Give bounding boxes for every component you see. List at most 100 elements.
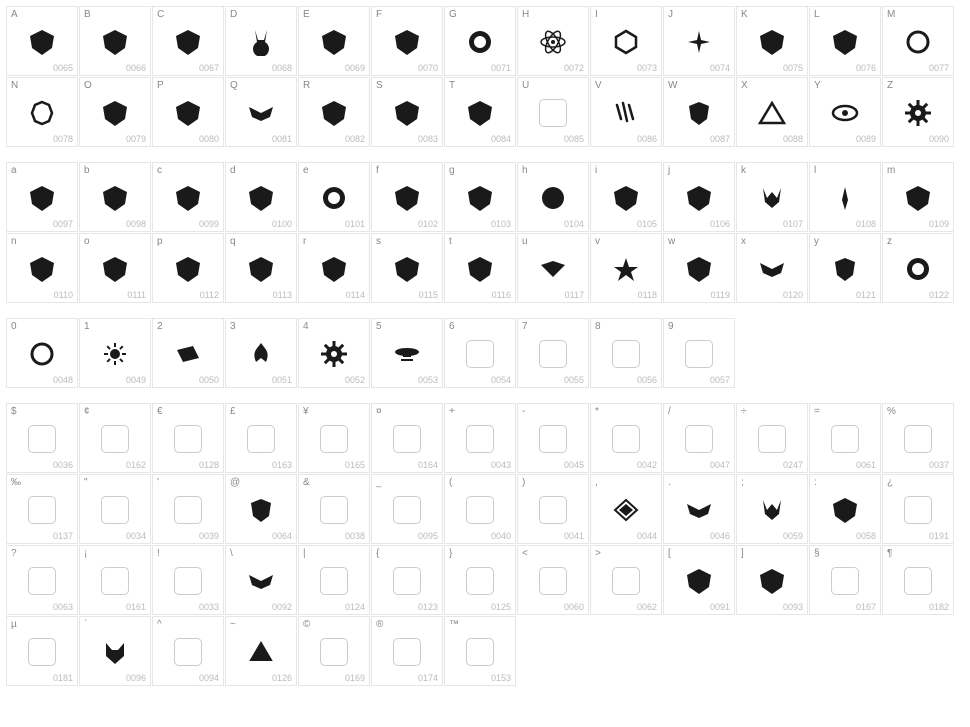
glyph-cell[interactable]: k0107 <box>736 162 808 232</box>
glyph-cell[interactable]: -0045 <box>517 403 589 473</box>
glyph-cell[interactable]: 10049 <box>79 318 151 388</box>
glyph-cell[interactable]: §0167 <box>809 545 881 615</box>
glyph-cell[interactable]: L0076 <box>809 6 881 76</box>
glyph-cell[interactable]: t0116 <box>444 233 516 303</box>
glyph-cell[interactable]: 70055 <box>517 318 589 388</box>
glyph-cell[interactable]: ®0174 <box>371 616 443 686</box>
glyph-cell[interactable]: .0046 <box>663 474 735 544</box>
glyph-cell[interactable]: u0117 <box>517 233 589 303</box>
glyph-cell[interactable]: 60054 <box>444 318 516 388</box>
glyph-cell[interactable]: n0110 <box>6 233 78 303</box>
glyph-cell[interactable]: ™0153 <box>444 616 516 686</box>
glyph-cell[interactable]: ©0169 <box>298 616 370 686</box>
glyph-cell[interactable]: N0078 <box>6 77 78 147</box>
glyph-cell[interactable]: p0112 <box>152 233 224 303</box>
glyph-cell[interactable]: /0047 <box>663 403 735 473</box>
glyph-cell[interactable]: j0106 <box>663 162 735 232</box>
glyph-cell[interactable]: $0036 <box>6 403 78 473</box>
glyph-cell[interactable]: '0039 <box>152 474 224 544</box>
glyph-cell[interactable]: @0064 <box>225 474 297 544</box>
glyph-cell[interactable]: ?0063 <box>6 545 78 615</box>
glyph-cell[interactable]: )0041 <box>517 474 589 544</box>
glyph-cell[interactable]: i0105 <box>590 162 662 232</box>
glyph-cell[interactable]: (0040 <box>444 474 516 544</box>
glyph-cell[interactable]: €0128 <box>152 403 224 473</box>
glyph-cell[interactable]: b0098 <box>79 162 151 232</box>
glyph-cell[interactable]: |0124 <box>298 545 370 615</box>
glyph-cell[interactable]: W0087 <box>663 77 735 147</box>
glyph-cell[interactable]: :0058 <box>809 474 881 544</box>
glyph-cell[interactable]: ;0059 <box>736 474 808 544</box>
glyph-cell[interactable]: Y0089 <box>809 77 881 147</box>
glyph-cell[interactable]: ~0126 <box>225 616 297 686</box>
glyph-cell[interactable]: y0121 <box>809 233 881 303</box>
glyph-cell[interactable]: ‰0137 <box>6 474 78 544</box>
glyph-cell[interactable]: D0068 <box>225 6 297 76</box>
glyph-cell[interactable]: *0042 <box>590 403 662 473</box>
glyph-cell[interactable]: O0079 <box>79 77 151 147</box>
glyph-cell[interactable]: 40052 <box>298 318 370 388</box>
glyph-cell[interactable]: h0104 <box>517 162 589 232</box>
glyph-cell[interactable]: B0066 <box>79 6 151 76</box>
glyph-cell[interactable]: A0065 <box>6 6 78 76</box>
glyph-cell[interactable]: ¢0162 <box>79 403 151 473</box>
glyph-cell[interactable]: g0103 <box>444 162 516 232</box>
glyph-cell[interactable]: }0125 <box>444 545 516 615</box>
glyph-cell[interactable]: I0073 <box>590 6 662 76</box>
glyph-cell[interactable]: `0096 <box>79 616 151 686</box>
glyph-cell[interactable]: w0119 <box>663 233 735 303</box>
glyph-cell[interactable]: ¡0161 <box>79 545 151 615</box>
glyph-cell[interactable]: H0072 <box>517 6 589 76</box>
glyph-cell[interactable]: V0086 <box>590 77 662 147</box>
glyph-cell[interactable]: ¶0182 <box>882 545 954 615</box>
glyph-cell[interactable]: [0091 <box>663 545 735 615</box>
glyph-cell[interactable]: ÷0247 <box>736 403 808 473</box>
glyph-cell[interactable]: £0163 <box>225 403 297 473</box>
glyph-cell[interactable]: ¿0191 <box>882 474 954 544</box>
glyph-cell[interactable]: >0062 <box>590 545 662 615</box>
glyph-cell[interactable]: C0067 <box>152 6 224 76</box>
glyph-cell[interactable]: <0060 <box>517 545 589 615</box>
glyph-cell[interactable]: J0074 <box>663 6 735 76</box>
glyph-cell[interactable]: Q0081 <box>225 77 297 147</box>
glyph-cell[interactable]: 00048 <box>6 318 78 388</box>
glyph-cell[interactable]: s0115 <box>371 233 443 303</box>
glyph-cell[interactable]: ¥0165 <box>298 403 370 473</box>
glyph-cell[interactable]: P0080 <box>152 77 224 147</box>
glyph-cell[interactable]: {0123 <box>371 545 443 615</box>
glyph-cell[interactable]: z0122 <box>882 233 954 303</box>
glyph-cell[interactable]: 20050 <box>152 318 224 388</box>
glyph-cell[interactable]: 50053 <box>371 318 443 388</box>
glyph-cell[interactable]: 80056 <box>590 318 662 388</box>
glyph-cell[interactable]: ,0044 <box>590 474 662 544</box>
glyph-cell[interactable]: G0071 <box>444 6 516 76</box>
glyph-cell[interactable]: \0092 <box>225 545 297 615</box>
glyph-cell[interactable]: T0084 <box>444 77 516 147</box>
glyph-cell[interactable]: !0033 <box>152 545 224 615</box>
glyph-cell[interactable]: a0097 <box>6 162 78 232</box>
glyph-cell[interactable]: ¤0164 <box>371 403 443 473</box>
glyph-cell[interactable]: K0075 <box>736 6 808 76</box>
glyph-cell[interactable]: +0043 <box>444 403 516 473</box>
glyph-cell[interactable]: =0061 <box>809 403 881 473</box>
glyph-cell[interactable]: X0088 <box>736 77 808 147</box>
glyph-cell[interactable]: 30051 <box>225 318 297 388</box>
glyph-cell[interactable]: r0114 <box>298 233 370 303</box>
glyph-cell[interactable]: ]0093 <box>736 545 808 615</box>
glyph-cell[interactable]: e0101 <box>298 162 370 232</box>
glyph-cell[interactable]: v0118 <box>590 233 662 303</box>
glyph-cell[interactable]: l0108 <box>809 162 881 232</box>
glyph-cell[interactable]: _0095 <box>371 474 443 544</box>
glyph-cell[interactable]: &0038 <box>298 474 370 544</box>
glyph-cell[interactable]: 90057 <box>663 318 735 388</box>
glyph-cell[interactable]: S0083 <box>371 77 443 147</box>
glyph-cell[interactable]: f0102 <box>371 162 443 232</box>
glyph-cell[interactable]: E0069 <box>298 6 370 76</box>
glyph-cell[interactable]: d0100 <box>225 162 297 232</box>
glyph-cell[interactable]: Z0090 <box>882 77 954 147</box>
glyph-cell[interactable]: F0070 <box>371 6 443 76</box>
glyph-cell[interactable]: c0099 <box>152 162 224 232</box>
glyph-cell[interactable]: q0113 <box>225 233 297 303</box>
glyph-cell[interactable]: m0109 <box>882 162 954 232</box>
glyph-cell[interactable]: "0034 <box>79 474 151 544</box>
